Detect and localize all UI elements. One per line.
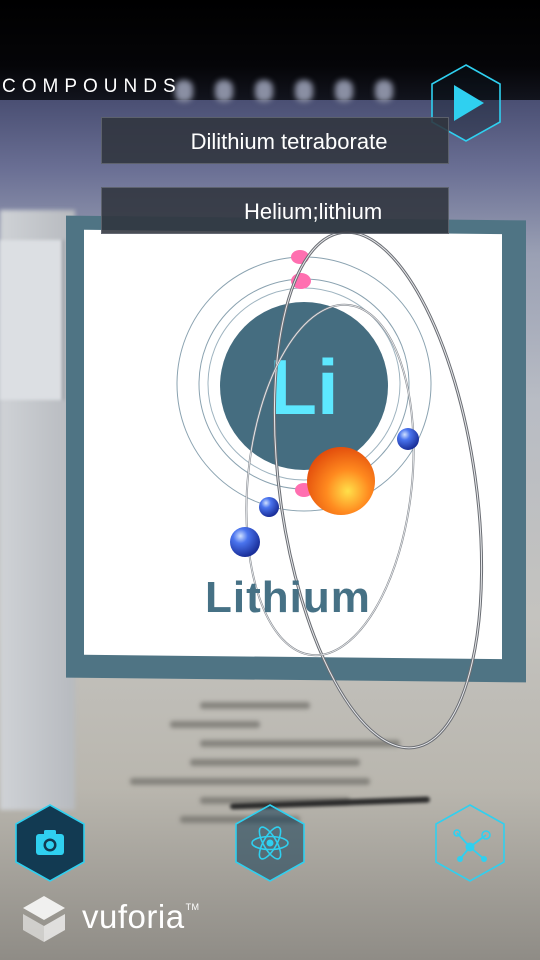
play-icon (431, 64, 501, 142)
compound-item-dilithium-tetraborate[interactable]: Dilithium tetraborate (101, 117, 449, 164)
camera-icon (15, 804, 85, 882)
play-button[interactable] (430, 63, 502, 143)
camera-button[interactable] (14, 803, 86, 883)
molecule-icon (435, 804, 505, 882)
background-blurred-icons (175, 80, 475, 110)
vuforia-wordmark: vuforiaTM (82, 898, 200, 935)
element-name: Lithium (205, 573, 371, 622)
vuforia-cube-icon (23, 896, 65, 942)
molecule-button[interactable] (434, 803, 506, 883)
compounds-label: COMPOUNDS (2, 76, 182, 97)
compound-item-helium-lithium[interactable]: Helium;lithium (101, 187, 449, 234)
background-left-window (0, 240, 64, 400)
atom-button[interactable] (234, 803, 306, 883)
atom-icon (235, 804, 305, 882)
